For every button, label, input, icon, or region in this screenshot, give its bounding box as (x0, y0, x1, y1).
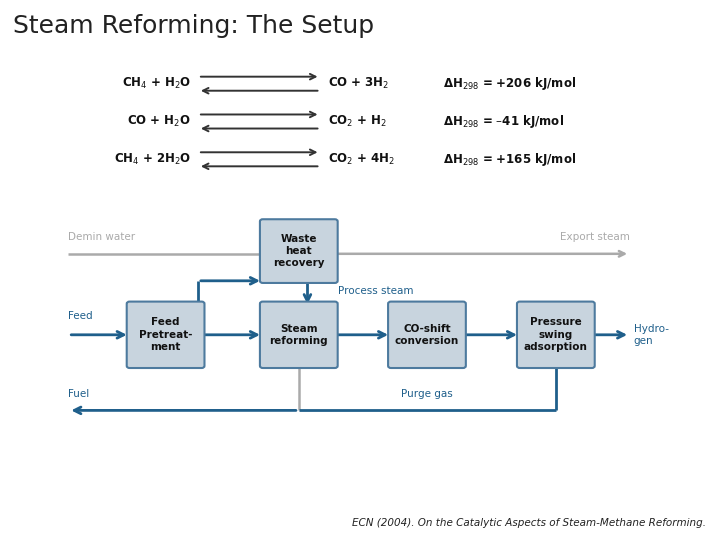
Text: Feed: Feed (68, 311, 93, 321)
FancyBboxPatch shape (127, 301, 204, 368)
Text: Hydro-
gen: Hydro- gen (634, 324, 669, 346)
Text: CH$_4$ + 2H$_2$O: CH$_4$ + 2H$_2$O (114, 152, 191, 167)
FancyBboxPatch shape (260, 301, 338, 368)
Text: Feed
Pretreat-
ment: Feed Pretreat- ment (139, 318, 192, 352)
Text: Steam
reforming: Steam reforming (269, 323, 328, 346)
Text: ΔH$_{298}$ = +165 kJ/mol: ΔH$_{298}$ = +165 kJ/mol (443, 151, 576, 168)
Text: CH$_4$ + H$_2$O: CH$_4$ + H$_2$O (122, 76, 191, 91)
Text: Demin water: Demin water (68, 232, 135, 242)
Text: ΔH$_{298}$ = –41 kJ/mol: ΔH$_{298}$ = –41 kJ/mol (443, 113, 564, 130)
Text: Fuel: Fuel (68, 388, 90, 399)
Text: CO + 3H$_2$: CO + 3H$_2$ (328, 76, 389, 91)
Text: CO-shift
conversion: CO-shift conversion (395, 323, 459, 346)
Text: Waste
heat
recovery: Waste heat recovery (273, 234, 325, 268)
Text: CO$_2$ + H$_2$: CO$_2$ + H$_2$ (328, 114, 387, 129)
Text: CO$_2$ + 4H$_2$: CO$_2$ + 4H$_2$ (328, 152, 395, 167)
Text: Pressure
swing
adsorption: Pressure swing adsorption (524, 318, 588, 352)
Text: ΔH$_{298}$ = +206 kJ/mol: ΔH$_{298}$ = +206 kJ/mol (443, 75, 576, 92)
Text: CO + H$_2$O: CO + H$_2$O (127, 114, 191, 129)
Text: Export steam: Export steam (560, 232, 630, 242)
Text: ECN (2004). On the Catalytic Aspects of Steam-Methane Reforming.: ECN (2004). On the Catalytic Aspects of … (351, 518, 706, 528)
FancyBboxPatch shape (388, 301, 466, 368)
FancyBboxPatch shape (517, 301, 595, 368)
FancyBboxPatch shape (260, 219, 338, 283)
Text: Purge gas: Purge gas (402, 388, 453, 399)
Text: Process steam: Process steam (338, 286, 414, 296)
Text: Steam Reforming: The Setup: Steam Reforming: The Setup (13, 14, 374, 37)
